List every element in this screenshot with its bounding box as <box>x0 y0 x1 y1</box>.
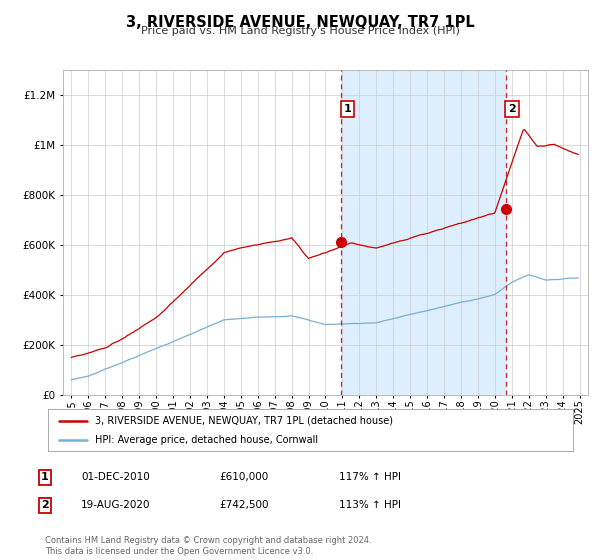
Text: Price paid vs. HM Land Registry's House Price Index (HPI): Price paid vs. HM Land Registry's House … <box>140 26 460 36</box>
Text: £610,000: £610,000 <box>219 472 268 482</box>
Bar <box>341 70 506 395</box>
Text: 2: 2 <box>41 500 49 510</box>
Text: 1: 1 <box>41 472 49 482</box>
Text: 3, RIVERSIDE AVENUE, NEWQUAY, TR7 1PL: 3, RIVERSIDE AVENUE, NEWQUAY, TR7 1PL <box>125 15 475 30</box>
Text: 2: 2 <box>508 104 516 114</box>
Text: 01-DEC-2010: 01-DEC-2010 <box>81 472 150 482</box>
Text: HPI: Average price, detached house, Cornwall: HPI: Average price, detached house, Corn… <box>95 435 319 445</box>
Text: 117% ↑ HPI: 117% ↑ HPI <box>339 472 401 482</box>
Text: 113% ↑ HPI: 113% ↑ HPI <box>339 500 401 510</box>
Text: 3, RIVERSIDE AVENUE, NEWQUAY, TR7 1PL (detached house): 3, RIVERSIDE AVENUE, NEWQUAY, TR7 1PL (d… <box>95 416 393 426</box>
Text: £742,500: £742,500 <box>219 500 269 510</box>
Text: 19-AUG-2020: 19-AUG-2020 <box>81 500 151 510</box>
Text: Contains HM Land Registry data © Crown copyright and database right 2024.: Contains HM Land Registry data © Crown c… <box>45 536 371 545</box>
Text: This data is licensed under the Open Government Licence v3.0.: This data is licensed under the Open Gov… <box>45 547 313 556</box>
Text: 1: 1 <box>344 104 352 114</box>
